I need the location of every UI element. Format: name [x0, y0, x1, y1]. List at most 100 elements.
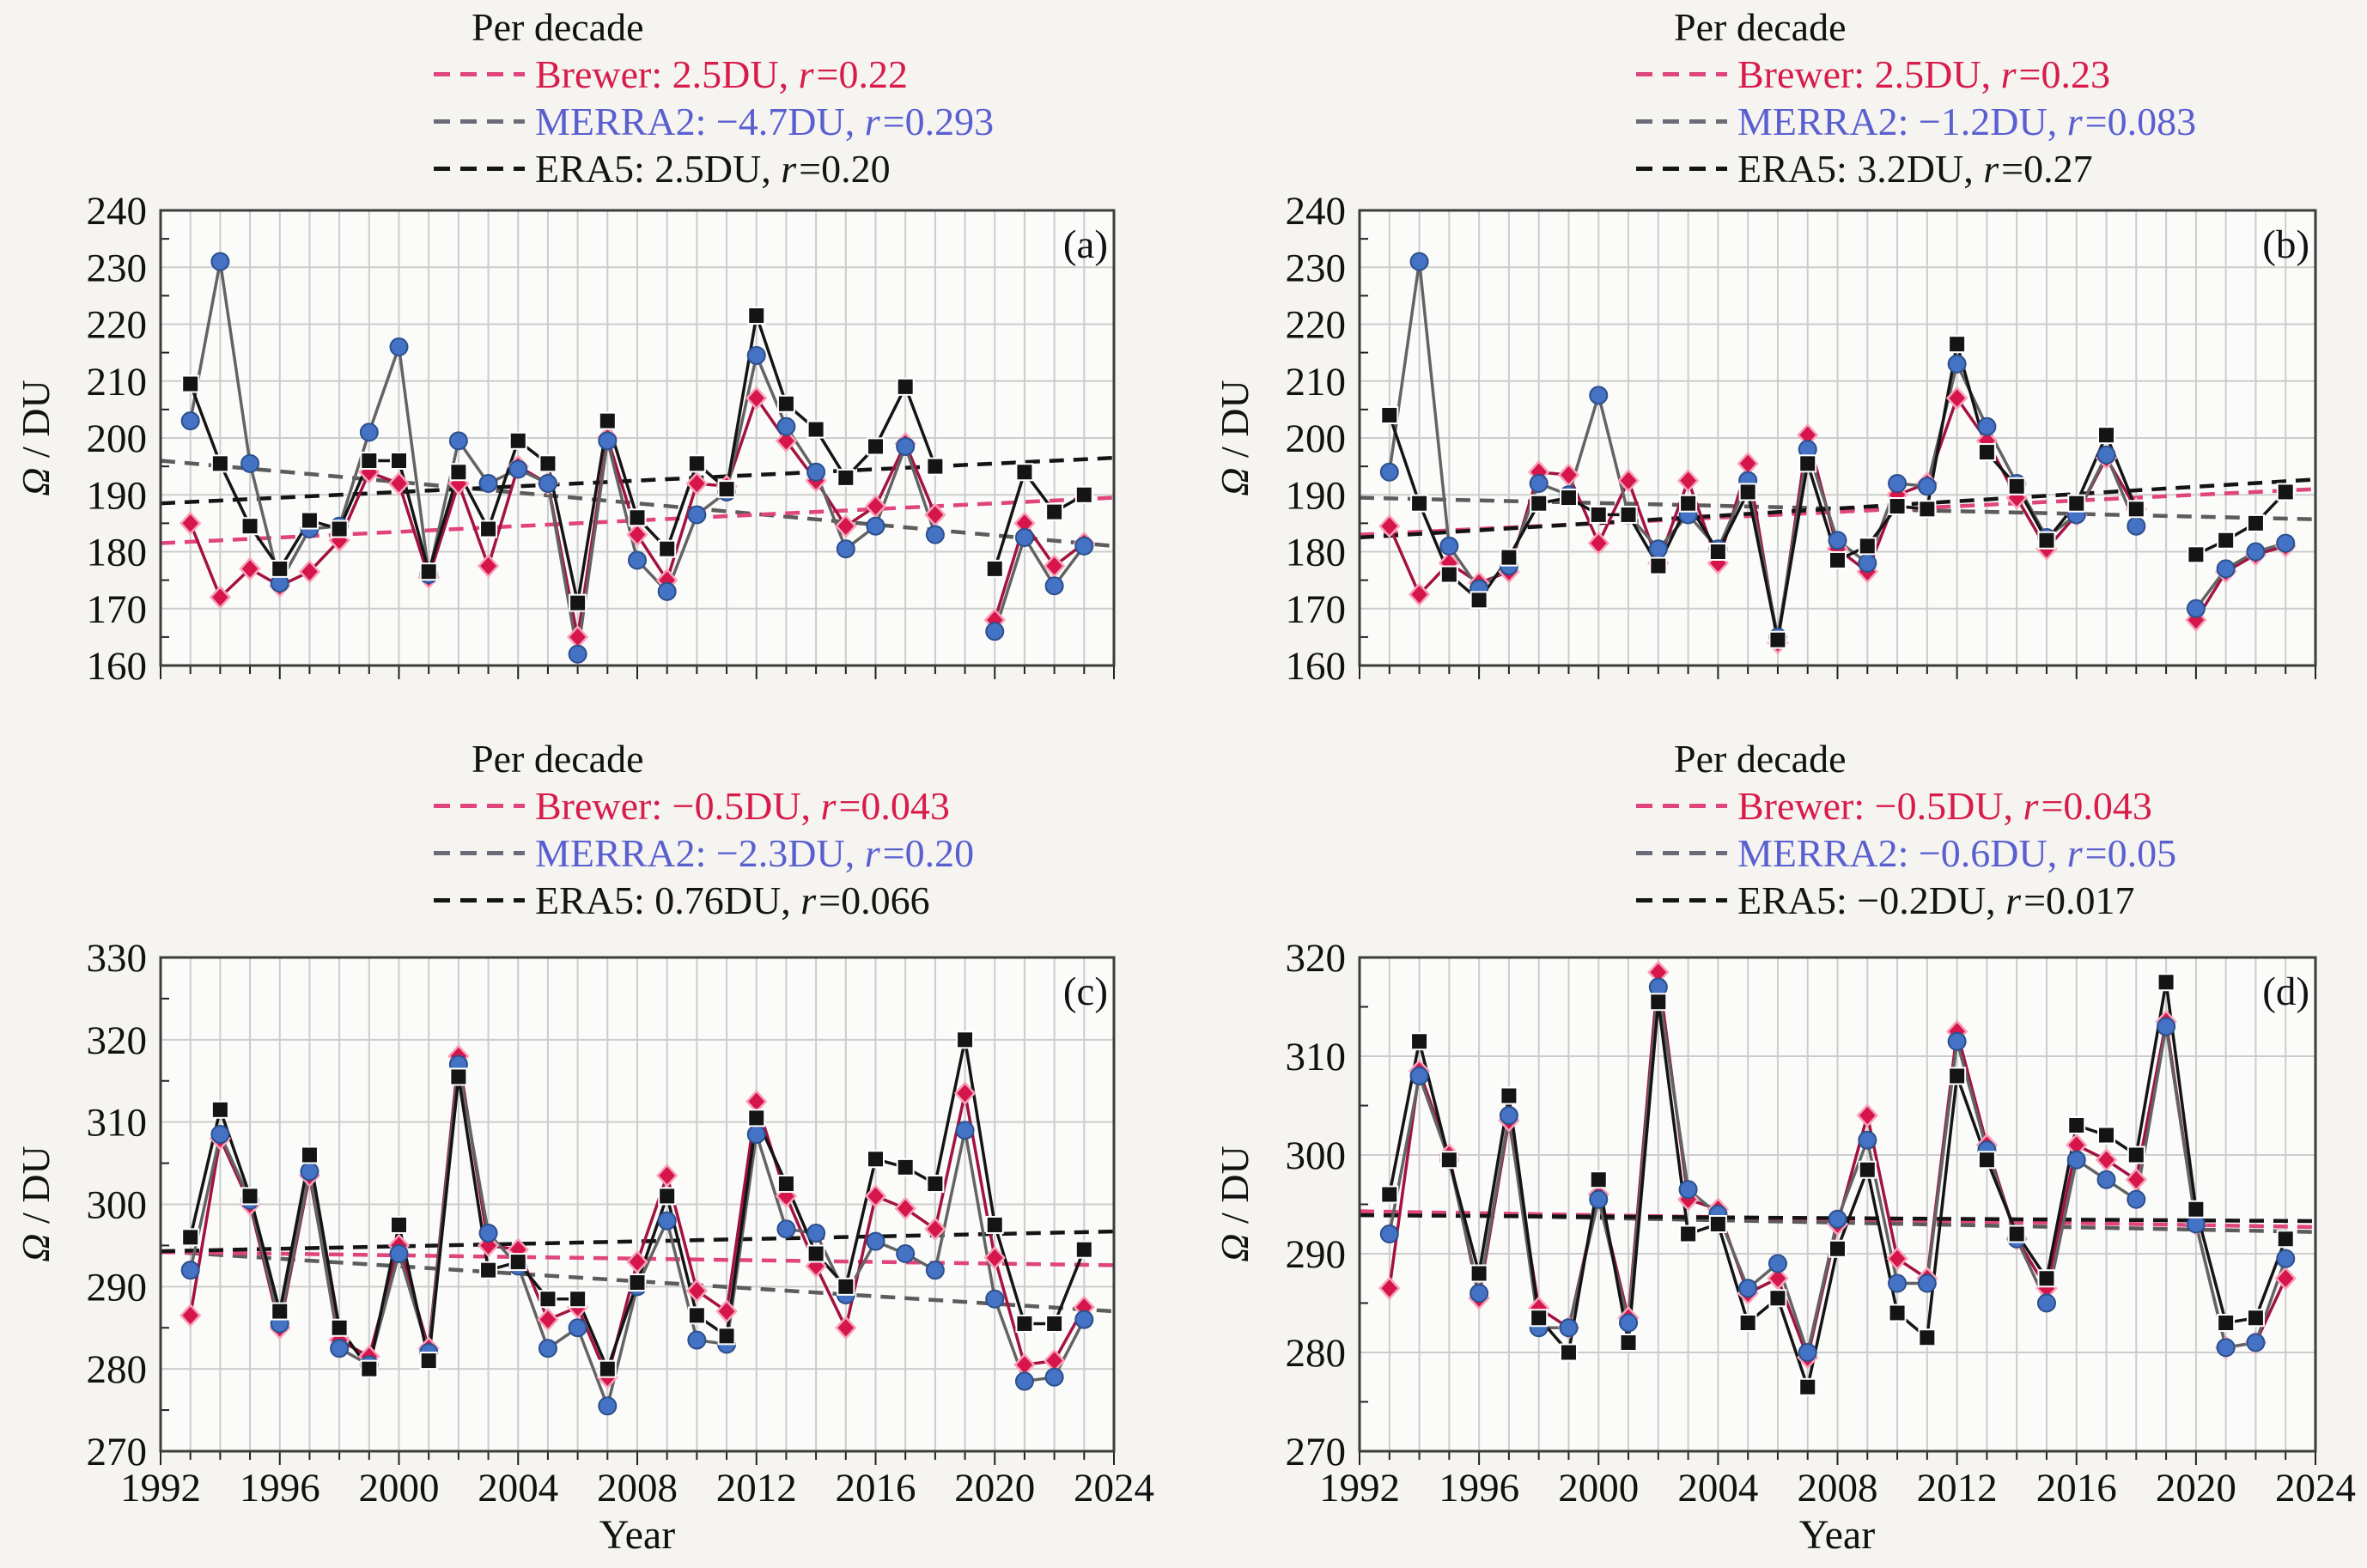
legend-row-brewer: Brewer: −0.5DU, r=0.043: [434, 782, 1172, 830]
legend-r-symbol: r: [864, 831, 880, 875]
marker-era5: [1619, 505, 1638, 524]
legend-r-value: =0.083: [2084, 100, 2197, 143]
marker-era5: [2127, 500, 2145, 519]
y-tick-label: 240: [1286, 189, 1347, 234]
marker-era5: [2187, 1200, 2206, 1219]
marker-merra2: [985, 1289, 1005, 1309]
x-tick-label: 2008: [1798, 1466, 1878, 1510]
marker-merra2: [1888, 474, 1908, 493]
marker-brewer: [298, 559, 321, 584]
x-tick-label: 2024: [2275, 1466, 2356, 1510]
trend-brewer: [1359, 1209, 2316, 1230]
marker-merra2: [478, 1224, 498, 1243]
marker-merra2: [210, 1125, 230, 1145]
marker-merra2: [508, 459, 528, 479]
brewer-dash-sample-icon: [434, 804, 525, 808]
marker-era5: [2037, 531, 2056, 550]
marker-merra2: [2127, 1189, 2146, 1209]
marker-era5: [837, 468, 855, 487]
legend-trend-text: ERA5: 0.76DU,: [535, 878, 801, 922]
marker-merra2: [2096, 1170, 2116, 1189]
marker-era5: [360, 1359, 379, 1378]
marker-era5: [2246, 514, 2265, 532]
marker-merra2: [985, 622, 1005, 641]
marker-era5: [1858, 537, 1877, 556]
x-tick-label: 2024: [1074, 1466, 1154, 1510]
marker-merra2: [746, 345, 766, 365]
marker-merra2: [300, 1162, 319, 1182]
legend-r-value: =0.017: [2023, 878, 2135, 922]
marker-era5: [1530, 1309, 1549, 1328]
marker-merra2: [657, 581, 677, 601]
legend-r-symbol: r: [2023, 784, 2039, 828]
marker-era5: [2007, 477, 2026, 495]
marker-brewer: [715, 1299, 738, 1323]
marker-merra2: [1738, 1279, 1758, 1298]
x-tick-label: 1992: [1319, 1466, 1400, 1510]
marker-era5: [1977, 1151, 1996, 1170]
marker-era5: [2067, 1116, 2086, 1134]
marker-merra2: [1917, 1273, 1937, 1293]
legend-row-brewer: Brewer: −0.5DU, r=0.043: [1636, 782, 2367, 830]
legend-r-value: =0.066: [818, 878, 930, 922]
legend-panel-b: Per decade Brewer: 2.5DU, r=0.23 MERRA2: …: [1636, 3, 2367, 192]
marker-merra2: [955, 1121, 975, 1140]
marker-merra2: [180, 411, 200, 431]
marker-era5: [1948, 1067, 1967, 1085]
marker-merra2: [1014, 527, 1034, 547]
marker-era5: [1559, 489, 1578, 507]
legend-r-symbol: r: [781, 147, 797, 191]
x-tick-label: 2000: [359, 1466, 440, 1510]
marker-era5: [1559, 1343, 1578, 1362]
marker-brewer: [477, 554, 500, 578]
legend-r-symbol: r: [2000, 52, 2017, 96]
marker-merra2: [1648, 539, 1668, 559]
marker-merra2: [896, 1244, 916, 1263]
marker-era5: [1500, 1086, 1518, 1105]
marker-era5: [479, 1261, 498, 1279]
marker-merra2: [1858, 1130, 1877, 1150]
legend-r-value: =0.043: [2041, 784, 2152, 828]
marker-brewer: [655, 1164, 678, 1188]
marker-era5: [1888, 497, 1907, 515]
marker-era5: [1738, 483, 1757, 501]
y-tick-label: 240: [87, 189, 148, 234]
legend-trend-text: Brewer: −0.5DU,: [1737, 784, 2023, 828]
x-tick-label: 2016: [2036, 1466, 2117, 1510]
marker-era5: [2067, 494, 2086, 513]
marker-merra2: [1499, 1106, 1518, 1125]
y-tick-label: 310: [1286, 1035, 1347, 1079]
marker-era5: [539, 1290, 557, 1309]
y-tick-label: 290: [1286, 1232, 1347, 1277]
y-axis-title-a: Ω / DU: [14, 380, 58, 496]
marker-era5: [508, 431, 527, 450]
y-axis-title-b: Ω / DU: [1213, 380, 1257, 496]
marker-era5: [687, 454, 706, 473]
marker-merra2: [836, 539, 855, 559]
marker-merra2: [1798, 1343, 1817, 1362]
marker-merra2: [389, 1244, 409, 1263]
marker-merra2: [1947, 1031, 1967, 1051]
era5-dash-sample-icon: [1636, 167, 1727, 171]
marker-brewer: [1856, 1103, 1878, 1127]
legend-trend-text: ERA5: −0.2DU,: [1737, 878, 2006, 922]
legend-r-symbol: r: [798, 52, 814, 96]
marker-era5: [2276, 1230, 2295, 1249]
y-axis-title-d: Ω / DU: [1213, 1146, 1257, 1262]
x-axis-title-right: Year: [1798, 1512, 1876, 1558]
legend-row-era5: ERA5: −0.2DU, r=0.017: [1636, 877, 2367, 924]
marker-brewer: [1945, 386, 1968, 410]
marker-era5: [1530, 494, 1549, 513]
marker-era5: [569, 593, 587, 612]
marker-brewer: [239, 556, 261, 581]
merra2-dash-sample-icon: [434, 119, 525, 124]
marker-merra2: [2127, 516, 2146, 536]
marker-merra2: [2216, 559, 2236, 579]
marker-era5: [867, 1150, 885, 1169]
marker-merra2: [1439, 536, 1459, 556]
marker-brewer: [864, 1184, 887, 1208]
legend-trend-text: MERRA2: −0.6DU,: [1737, 831, 2067, 875]
trend-merra2: [160, 1249, 1115, 1314]
marker-merra2: [1947, 354, 1967, 374]
legend-title: Per decade: [1674, 737, 1847, 781]
